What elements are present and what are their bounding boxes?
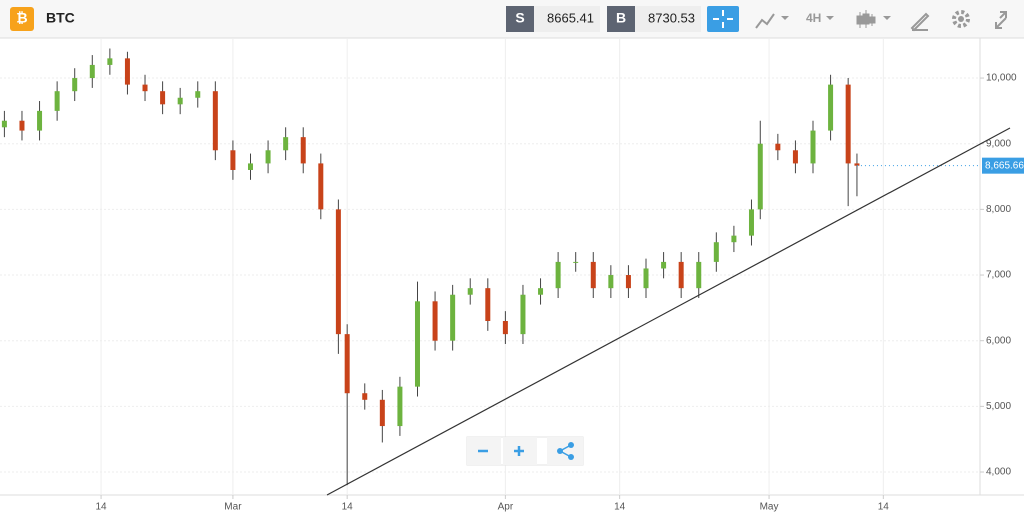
buy-price: 8730.53 (648, 10, 695, 25)
candle-body (230, 150, 236, 170)
candle-body (1, 120, 7, 128)
candle-body (300, 137, 306, 164)
candle-body (247, 163, 253, 170)
candle-body (643, 268, 649, 289)
interval[interactable]: 4H (806, 11, 821, 25)
candle-body (397, 386, 403, 427)
y-tick-label: 9,000 (986, 138, 1011, 149)
x-tick-label: 14 (878, 502, 890, 513)
candle-body (748, 209, 754, 236)
candle-body (590, 261, 596, 289)
candle-body (608, 275, 614, 289)
dropdown-arrow (883, 16, 891, 20)
candle-body (195, 91, 201, 98)
buy-price-box (635, 6, 701, 32)
candle-body (414, 301, 420, 387)
settings-icon-center (958, 16, 964, 22)
candle-icon[interactable] (856, 10, 876, 28)
candle-body (107, 58, 113, 65)
zoom-in-icon (514, 446, 524, 456)
share-button[interactable] (547, 437, 583, 465)
y-tick-label: 4,000 (986, 467, 1011, 478)
dropdown-arrow (826, 16, 834, 20)
buy-label: B (616, 10, 626, 26)
candle-body (845, 84, 851, 164)
x-tick-label: May (760, 502, 779, 513)
candle-body (810, 130, 816, 164)
candle-body (625, 275, 631, 289)
candle-body (37, 110, 43, 131)
candle-body (283, 137, 289, 151)
x-tick-label: Mar (224, 502, 242, 513)
chart-type-icon[interactable] (755, 13, 775, 29)
candle-body (344, 334, 350, 394)
candle-body (731, 235, 737, 243)
candle-body (19, 120, 25, 131)
candle-body (450, 294, 456, 341)
candle-body (318, 163, 324, 210)
draw-icon[interactable] (910, 12, 930, 32)
candle-body (502, 320, 508, 335)
y-tick-label: 5,000 (986, 401, 1011, 412)
btc-icon-glyph: ₿ (16, 10, 27, 26)
btc-icon (10, 7, 34, 31)
candle-body (160, 91, 166, 105)
settings-icon[interactable] (952, 10, 970, 28)
candle-body (72, 78, 78, 92)
candle-body (177, 97, 183, 105)
trend-line (326, 127, 1011, 496)
candle-body (520, 294, 526, 335)
candle-body (467, 288, 473, 295)
candle-body (713, 242, 719, 262)
candle-body (142, 84, 148, 92)
x-tick-label: 14 (614, 502, 626, 513)
y-tick-label: 8,000 (986, 204, 1011, 215)
candle-body (828, 84, 834, 131)
candle-body (485, 288, 491, 321)
candle-body (379, 399, 385, 427)
candle-body (538, 288, 544, 295)
dropdown-arrow (781, 16, 789, 20)
last-price-label: 8,665.66 (985, 160, 1024, 171)
candle-body (696, 261, 702, 289)
candle-body (555, 261, 561, 289)
share-icon (557, 442, 574, 460)
x-tick-label: 14 (96, 502, 108, 513)
crosshair-icon (713, 10, 733, 28)
sell-label: S (515, 10, 524, 26)
crosshair-button[interactable] (707, 6, 739, 32)
candle-body (265, 150, 271, 164)
candle-body (124, 58, 130, 85)
x-tick-label: Apr (498, 502, 514, 513)
fullscreen-icon[interactable] (995, 11, 1007, 29)
candle-body (432, 301, 438, 341)
candle-body (335, 209, 341, 335)
candle-body (362, 393, 368, 400)
sell-button[interactable] (506, 6, 534, 32)
candle-body (212, 91, 218, 151)
y-tick-label: 6,000 (986, 335, 1011, 346)
last-price-box (982, 157, 1024, 174)
x-tick-label: 14 (342, 502, 354, 513)
buy-button[interactable] (607, 6, 635, 32)
y-tick-label: 7,000 (986, 270, 1011, 281)
symbol: BTC (46, 10, 75, 26)
candle-body (854, 163, 860, 166)
sell-price-box (534, 6, 600, 32)
candle-body (661, 261, 667, 269)
candle-body (757, 143, 763, 210)
candle-body (54, 91, 60, 111)
candle-body (89, 64, 95, 79)
candle-body (678, 261, 684, 289)
candle-body (775, 143, 781, 151)
sell-price: 8665.41 (547, 10, 594, 25)
y-tick-label: 10,000 (986, 73, 1017, 84)
candle-body (792, 150, 798, 164)
candle-body (573, 261, 579, 263)
